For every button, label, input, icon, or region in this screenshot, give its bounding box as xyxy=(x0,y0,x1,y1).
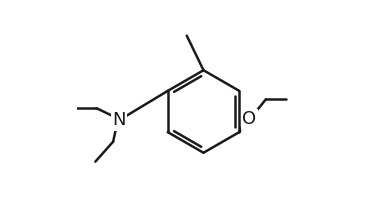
Text: O: O xyxy=(242,110,256,128)
Text: N: N xyxy=(112,112,125,129)
